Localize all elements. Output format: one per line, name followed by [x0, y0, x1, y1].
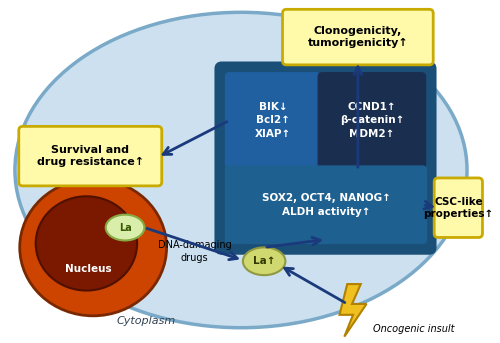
Text: CCND1↑
β-catenin↑
MDM2↑: CCND1↑ β-catenin↑ MDM2↑: [340, 102, 404, 139]
Ellipse shape: [106, 215, 144, 240]
FancyBboxPatch shape: [318, 73, 426, 168]
Text: La↑: La↑: [253, 256, 276, 266]
Text: Survival and
drug resistance↑: Survival and drug resistance↑: [36, 145, 144, 167]
Ellipse shape: [36, 196, 137, 291]
Text: Cytoplasm: Cytoplasm: [116, 316, 176, 326]
Text: La: La: [118, 223, 132, 233]
FancyBboxPatch shape: [226, 73, 320, 168]
Ellipse shape: [20, 179, 167, 316]
Text: SOX2, OCT4, NANOG↑
ALDH activity↑: SOX2, OCT4, NANOG↑ ALDH activity↑: [262, 193, 390, 217]
FancyBboxPatch shape: [282, 9, 433, 65]
Ellipse shape: [15, 12, 467, 328]
Text: Oncogenic insult: Oncogenic insult: [374, 324, 455, 334]
Text: Clonogenicity,
tumorigenicity↑: Clonogenicity, tumorigenicity↑: [308, 26, 408, 48]
Text: Nucleus: Nucleus: [65, 264, 112, 274]
FancyBboxPatch shape: [434, 178, 482, 237]
Ellipse shape: [243, 247, 286, 275]
FancyBboxPatch shape: [216, 63, 435, 253]
Polygon shape: [340, 284, 366, 336]
Text: CSC-like
properties↑: CSC-like properties↑: [423, 197, 494, 219]
FancyBboxPatch shape: [19, 126, 162, 186]
FancyBboxPatch shape: [226, 166, 426, 244]
Text: BIK↓
Bcl2↑
XIAP↑: BIK↓ Bcl2↑ XIAP↑: [254, 102, 291, 139]
Text: DNA-damaging
drugs: DNA-damaging drugs: [158, 240, 232, 262]
